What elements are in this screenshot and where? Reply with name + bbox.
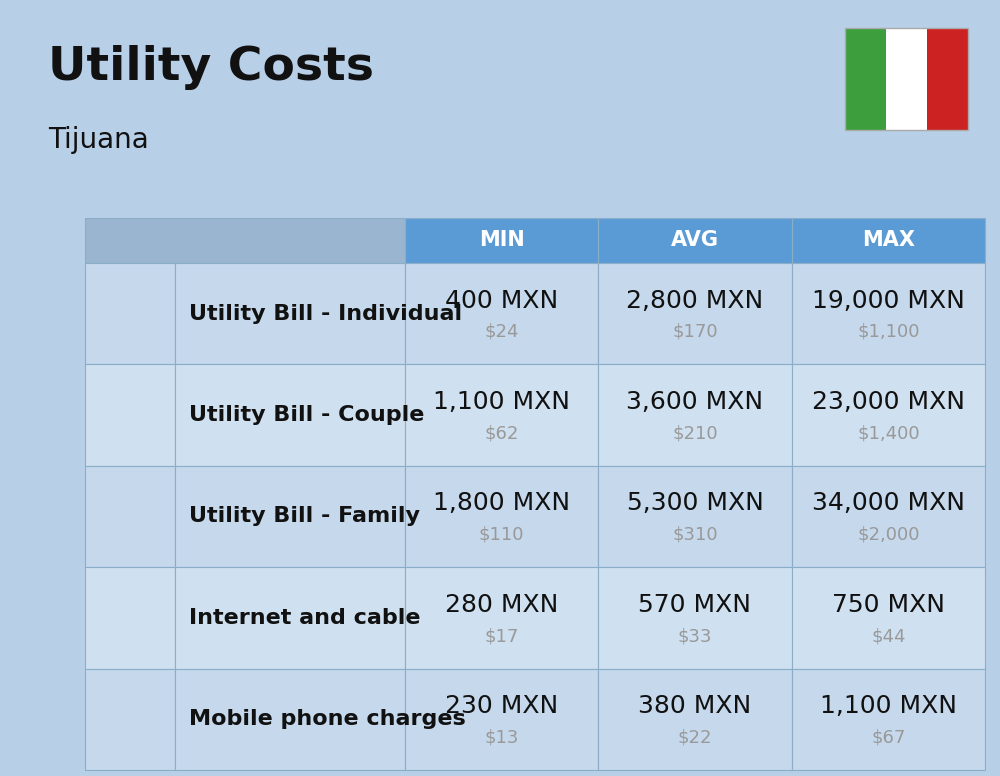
Bar <box>598 669 792 770</box>
Text: $33: $33 <box>678 627 712 645</box>
Bar <box>598 567 792 669</box>
Text: 570 MXN: 570 MXN <box>639 593 752 617</box>
Bar <box>405 567 598 669</box>
Text: 750 MXN: 750 MXN <box>832 593 945 617</box>
Text: Utility Bill - Individual: Utility Bill - Individual <box>189 303 462 324</box>
Text: $62: $62 <box>484 424 519 442</box>
Text: $1,400: $1,400 <box>857 424 920 442</box>
Text: $2,000: $2,000 <box>857 526 920 544</box>
Bar <box>598 263 792 365</box>
Text: 1,800 MXN: 1,800 MXN <box>433 491 570 515</box>
Text: $13: $13 <box>484 729 519 747</box>
Bar <box>85 263 175 365</box>
Text: 2,800 MXN: 2,800 MXN <box>626 289 764 313</box>
Bar <box>598 466 792 567</box>
Text: Internet and cable: Internet and cable <box>189 608 420 628</box>
Bar <box>845 28 968 130</box>
Text: Tijuana: Tijuana <box>48 126 149 154</box>
Bar <box>792 567 985 669</box>
Bar <box>598 218 792 263</box>
Text: Mobile phone charges: Mobile phone charges <box>189 709 466 729</box>
Bar <box>85 218 405 263</box>
Bar <box>792 466 985 567</box>
Bar <box>792 218 985 263</box>
Text: $170: $170 <box>672 323 718 341</box>
Text: 23,000 MXN: 23,000 MXN <box>812 390 965 414</box>
Text: $44: $44 <box>871 627 906 645</box>
Text: 1,100 MXN: 1,100 MXN <box>820 694 957 718</box>
Text: $24: $24 <box>484 323 519 341</box>
Bar <box>405 218 598 263</box>
Text: 34,000 MXN: 34,000 MXN <box>812 491 965 515</box>
Bar <box>405 365 598 466</box>
Bar <box>792 263 985 365</box>
Bar <box>175 567 405 669</box>
Bar <box>85 669 175 770</box>
Text: 400 MXN: 400 MXN <box>445 289 558 313</box>
Bar <box>927 28 968 130</box>
Bar <box>85 365 175 466</box>
Text: 5,300 MXN: 5,300 MXN <box>627 491 763 515</box>
Text: 3,600 MXN: 3,600 MXN <box>626 390 764 414</box>
Text: 1,100 MXN: 1,100 MXN <box>433 390 570 414</box>
Bar <box>405 669 598 770</box>
Text: Utility Bill - Family: Utility Bill - Family <box>189 507 420 526</box>
Text: $110: $110 <box>479 526 524 544</box>
Bar <box>792 669 985 770</box>
Bar <box>175 466 405 567</box>
Text: $22: $22 <box>678 729 712 747</box>
Bar <box>85 567 175 669</box>
Bar <box>85 466 175 567</box>
Text: 280 MXN: 280 MXN <box>445 593 558 617</box>
Text: Utility Bill - Couple: Utility Bill - Couple <box>189 405 424 425</box>
Text: $310: $310 <box>672 526 718 544</box>
Text: $17: $17 <box>484 627 519 645</box>
Bar <box>405 263 598 365</box>
Text: MIN: MIN <box>479 230 525 251</box>
Text: 380 MXN: 380 MXN <box>638 694 752 718</box>
Text: $210: $210 <box>672 424 718 442</box>
Text: 230 MXN: 230 MXN <box>445 694 558 718</box>
Text: MAX: MAX <box>862 230 915 251</box>
Bar <box>405 466 598 567</box>
Text: 19,000 MXN: 19,000 MXN <box>812 289 965 313</box>
Text: $1,100: $1,100 <box>857 323 920 341</box>
Bar <box>598 365 792 466</box>
Text: AVG: AVG <box>671 230 719 251</box>
Bar <box>175 263 405 365</box>
Bar <box>792 365 985 466</box>
Text: Utility Costs: Utility Costs <box>48 46 374 91</box>
Bar <box>175 365 405 466</box>
Bar <box>175 669 405 770</box>
Text: $67: $67 <box>871 729 906 747</box>
Bar <box>886 28 927 130</box>
Bar <box>845 28 886 130</box>
